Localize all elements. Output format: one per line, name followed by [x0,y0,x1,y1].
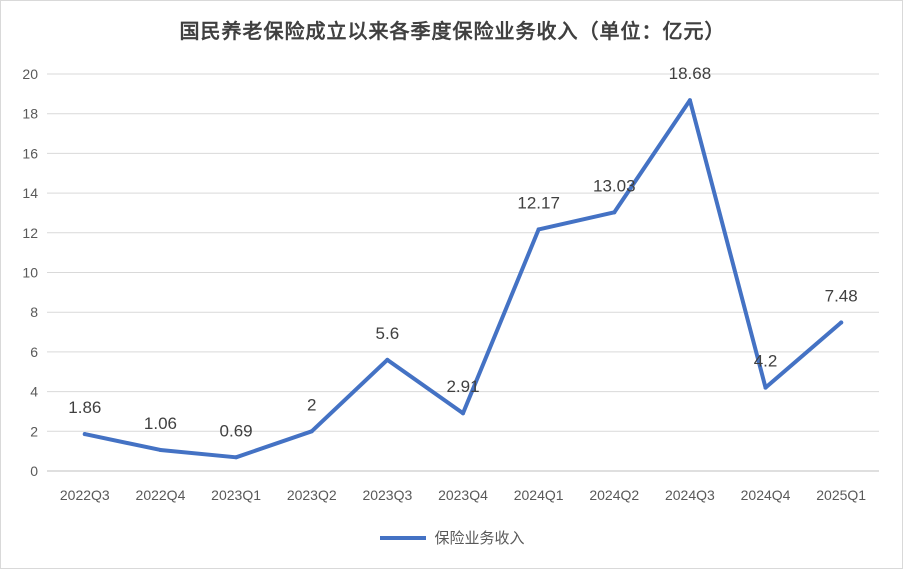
y-tick-label: 10 [22,265,38,281]
data-label: 1.06 [144,414,177,433]
legend-label: 保险业务收入 [434,529,525,547]
x-tick-label: 2025Q1 [816,487,866,503]
data-label: 7.48 [825,287,858,306]
data-label: 2 [307,395,316,414]
x-tick-label: 2024Q4 [741,487,791,503]
x-tick-label: 2024Q2 [589,487,639,503]
data-label: 12.17 [517,193,560,212]
data-label: 0.69 [220,421,253,440]
y-tick-label: 2 [30,423,38,439]
data-label: 4.2 [754,352,778,371]
y-tick-label: 6 [30,344,38,360]
data-label: 18.68 [669,64,712,83]
y-tick-label: 12 [22,225,38,241]
data-point [687,98,692,103]
data-point [158,447,163,452]
data-point [536,227,541,232]
chart-title: 国民养老保险成立以来各季度保险业务收入（单位：亿元） [179,19,726,43]
legend-swatch [380,535,427,540]
y-tick-label: 14 [22,185,38,201]
y-tick-label: 20 [22,66,38,82]
data-point [839,320,844,325]
x-tick-label: 2023Q1 [211,487,261,503]
x-tick-label: 2023Q3 [362,487,412,503]
x-tick-label: 2024Q1 [514,487,564,503]
x-tick-label: 2024Q3 [665,487,715,503]
data-label: 13.03 [593,176,636,195]
data-point [612,210,617,215]
data-point [234,455,239,460]
data-label: 1.86 [68,398,101,417]
x-tick-label: 2022Q3 [60,487,110,503]
gridlines [47,73,879,472]
legend: 保险业务收入 [1,527,903,548]
data-point [309,429,314,434]
data-point [461,411,465,416]
data-point [763,385,768,390]
y-axis-ticks: 0 2 4 6 8 10 12 14 16 18 20 [22,66,38,479]
x-tick-label: 2023Q2 [287,487,337,503]
y-tick-label: 0 [30,463,38,479]
y-tick-label: 4 [30,384,38,400]
x-tick-label: 2023Q4 [438,487,488,503]
data-point [385,357,390,362]
y-tick-label: 16 [22,145,38,161]
data-label: 5.6 [376,324,400,343]
data-labels: 1.86 1.06 0.69 2 5.6 2.91 12.17 13.03 18.68 4.2 7.… [68,64,857,440]
x-tick-label: 2022Q4 [136,487,186,503]
data-point [82,432,87,437]
series-layer [82,98,844,460]
y-tick-label: 8 [30,304,38,320]
x-axis-ticks: 2022Q3 2022Q4 2023Q1 2023Q2 2023Q3 2023Q4 2024… [60,487,866,503]
data-label: 2.91 [446,377,479,396]
y-tick-label: 18 [22,106,38,122]
